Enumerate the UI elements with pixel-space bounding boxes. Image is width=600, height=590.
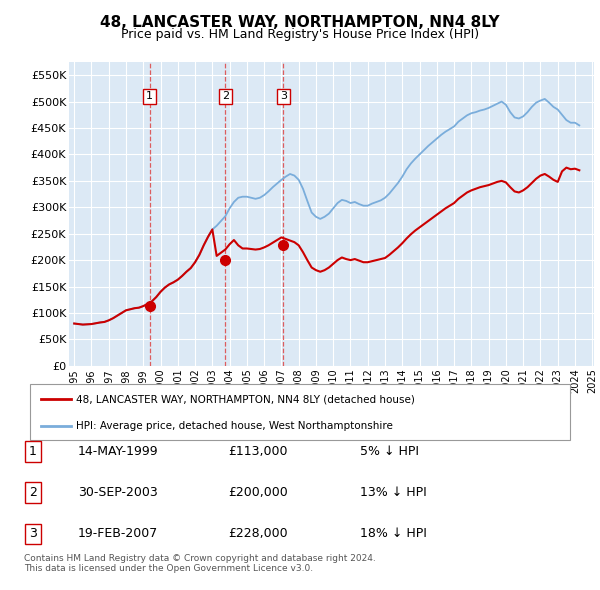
- Text: 48, LANCASTER WAY, NORTHAMPTON, NN4 8LY: 48, LANCASTER WAY, NORTHAMPTON, NN4 8LY: [100, 15, 500, 30]
- Text: 48, LANCASTER WAY, NORTHAMPTON, NN4 8LY (detached house): 48, LANCASTER WAY, NORTHAMPTON, NN4 8LY …: [76, 394, 415, 404]
- Text: £228,000: £228,000: [228, 527, 287, 540]
- Text: 2: 2: [29, 486, 37, 499]
- Text: 1: 1: [29, 445, 37, 458]
- Text: 1: 1: [146, 91, 153, 101]
- Text: Contains HM Land Registry data © Crown copyright and database right 2024.
This d: Contains HM Land Registry data © Crown c…: [24, 554, 376, 573]
- Text: £113,000: £113,000: [228, 445, 287, 458]
- FancyBboxPatch shape: [30, 384, 570, 440]
- Text: 14-MAY-1999: 14-MAY-1999: [78, 445, 158, 458]
- Text: 13% ↓ HPI: 13% ↓ HPI: [360, 486, 427, 499]
- Text: Price paid vs. HM Land Registry's House Price Index (HPI): Price paid vs. HM Land Registry's House …: [121, 28, 479, 41]
- Text: HPI: Average price, detached house, West Northamptonshire: HPI: Average price, detached house, West…: [76, 421, 393, 431]
- Text: 3: 3: [29, 527, 37, 540]
- Text: 2: 2: [222, 91, 229, 101]
- Text: 18% ↓ HPI: 18% ↓ HPI: [360, 527, 427, 540]
- Text: 19-FEB-2007: 19-FEB-2007: [78, 527, 158, 540]
- Text: 3: 3: [280, 91, 287, 101]
- Text: 30-SEP-2003: 30-SEP-2003: [78, 486, 158, 499]
- Text: 5% ↓ HPI: 5% ↓ HPI: [360, 445, 419, 458]
- Text: £200,000: £200,000: [228, 486, 288, 499]
